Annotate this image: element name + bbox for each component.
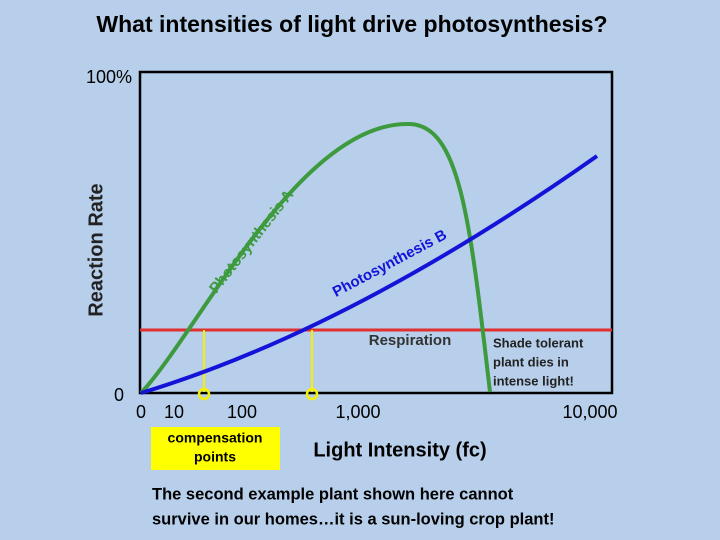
plot-frame [138, 70, 614, 395]
title: What intensities of light drive photosyn… [96, 11, 607, 37]
x-tick-label: 0 [136, 402, 146, 422]
photosynthesis-b-curve [140, 154, 599, 395]
x-tick-label: 10 [164, 402, 184, 422]
annotation: intense light! [493, 373, 574, 388]
curve-label: Respiration [369, 332, 452, 349]
curve-label: Photosynthesis A [206, 187, 297, 297]
annotation: plant dies in [493, 354, 569, 369]
compensation-point [197, 387, 211, 401]
x-tick-label: 100 [227, 402, 257, 422]
compensation-text: compensation [168, 430, 263, 446]
annotation: Shade tolerant [493, 335, 584, 350]
x-axis-label: Light Intensity (fc) [313, 439, 486, 461]
footer-text: survive in our homes…it is a sun-loving … [152, 510, 554, 528]
compensation-text: points [194, 449, 236, 465]
y-axis-label: Reaction Rate [85, 183, 107, 316]
photosynthesis-a-curve [139, 121, 492, 395]
compensation-point [305, 387, 319, 401]
x-tick-label: 10,000 [562, 402, 617, 422]
y-bottom-label: 0 [114, 385, 124, 405]
y-top-label: 100% [86, 67, 132, 87]
x-tick-label: 1,000 [335, 402, 380, 422]
footer-text: The second example plant shown here cann… [152, 485, 514, 503]
compensation-box [151, 427, 280, 470]
